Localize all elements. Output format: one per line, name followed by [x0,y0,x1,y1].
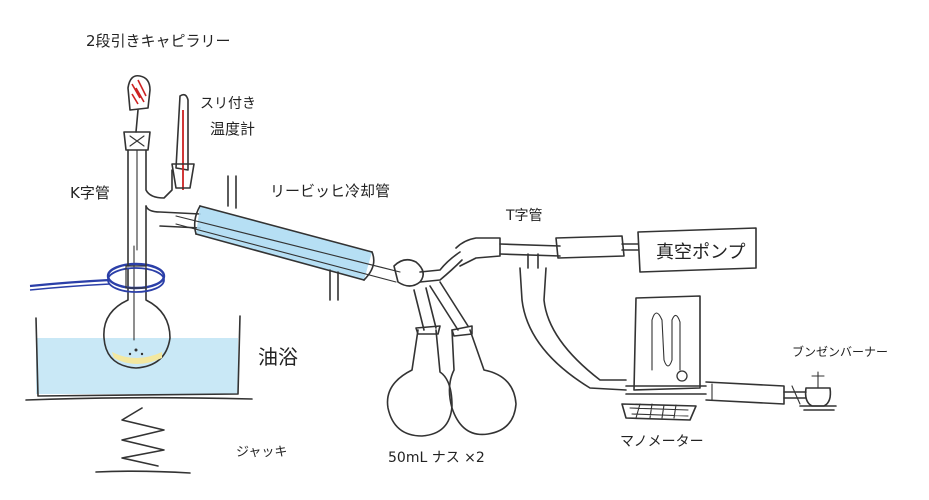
oil-bath-vessel [35,315,241,397]
label-tjoint: T字管 [505,208,543,224]
manometer-valve-icon [676,370,688,382]
manometer-board [633,295,701,391]
tubing-to-tjoint [455,237,501,267]
vacuum-pump-box [637,227,757,273]
lab-jack [95,407,191,474]
bunsen-burner-base [799,405,837,411]
tubing-to-manometer-inner [543,267,627,381]
label-thermometer-line2: 温度計 [210,120,255,138]
vacuum-tubing [455,235,639,391]
label-burner: ブンゼンバーナー [792,344,888,359]
claisen-head [123,74,201,267]
oil-bath [25,315,253,401]
adapter-left-leg [413,287,437,331]
tubing-to-pump [555,235,625,259]
clamp [29,262,166,293]
clamp-arm [29,278,111,288]
liebig-condenser [175,175,401,301]
boiling-flask [103,245,171,369]
bunsen-burner-tube [811,371,825,389]
adapter-joint [393,258,424,287]
jack-base [95,470,191,474]
tubing-to-burner [705,381,785,405]
vacuum-adapter [393,251,469,331]
bunsen-burner [799,371,837,411]
adapter-vacuum-arm [419,251,461,273]
label-jack: ジャッキ [236,445,287,460]
label-claisen: K字管 [70,184,110,202]
manometer-base-grid [621,403,697,421]
receiving-flask-right [448,329,517,436]
boiling-flask-body [103,267,171,369]
vacuum-pump [637,227,757,273]
boiling-flask-liquid [112,352,162,364]
condenser-jacket [195,205,373,281]
thermometer [171,93,195,190]
label-pump: 真空ポンプ [656,242,745,263]
thermometer-joint [171,163,195,189]
condenser-water-inlet [227,175,237,209]
claisen-right-wall [145,149,173,199]
adapter-right-leg [429,281,469,331]
receiving-flask-left [386,329,453,437]
burner-tube [705,381,807,405]
side-arm-bottom [159,225,201,229]
label-thermometer-line1: スリ付き [200,96,256,112]
jack-top-plate [25,396,253,401]
label-oil-bath: 油浴 [258,345,298,369]
manometer-u-tube [651,312,681,371]
tjoint-horizontal [499,243,561,257]
jack-spring [121,407,165,467]
tubing-to-manometer-outer [519,267,627,391]
side-arm-top [145,205,201,215]
bunsen-burner-body [804,387,832,407]
thermometer-body [175,93,189,171]
manometer [621,295,707,421]
label-condenser: リービッヒ冷却管 [270,182,390,200]
capillary-rubber-bulb [127,74,151,111]
condenser-inner-tube [175,215,401,283]
label-manometer: マノメーター [620,434,704,450]
tjoint-stem [527,253,539,269]
oil-bath-liquid [36,338,238,394]
capillary-stopper [123,131,151,151]
condenser-water-outlet [329,269,339,301]
label-flasks: 50mL ナス ×2 [388,450,485,466]
receiving-flasks [386,325,517,437]
label-capillary: 2段引きキャピラリー [86,32,231,50]
